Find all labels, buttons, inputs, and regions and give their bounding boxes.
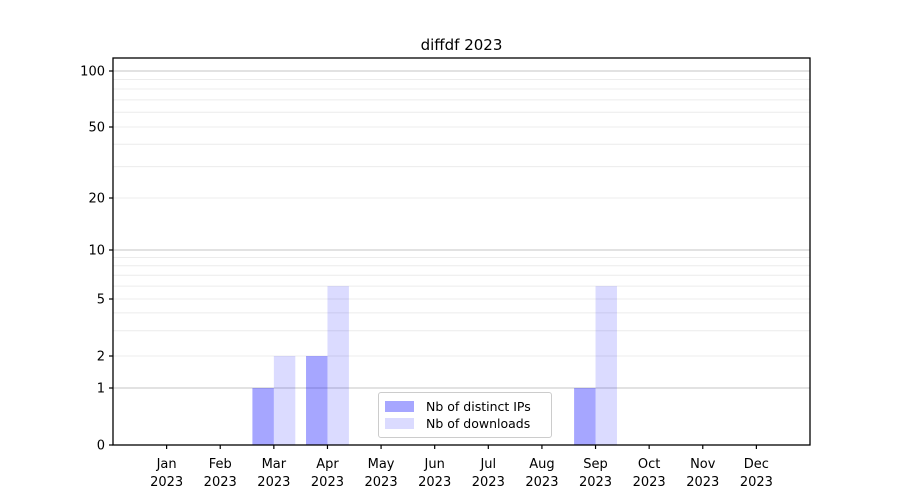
plot-frame [112, 57, 811, 446]
x-tick-label-year: 2023 [365, 475, 398, 490]
y-tick-label: 50 [88, 121, 105, 136]
legend-label-distinct-ips: Nb of distinct IPs [426, 399, 531, 414]
x-tick-label-month: Oct [638, 457, 660, 472]
legend-item-downloads: Nb of downloads [385, 415, 543, 432]
x-tick-label-year: 2023 [579, 475, 612, 490]
legend-item-distinct-ips: Nb of distinct IPs [385, 398, 543, 415]
y-tick-label: 10 [88, 244, 105, 259]
bar-distinct-ips-apr [306, 356, 328, 445]
x-tick-label-month: Dec [744, 457, 769, 472]
x-tick-label-month: May [368, 457, 395, 472]
legend-swatch-downloads [385, 418, 414, 429]
x-tick-label-month: Aug [529, 457, 554, 472]
x-tick-label-year: 2023 [204, 475, 237, 490]
legend-label-downloads: Nb of downloads [426, 416, 531, 431]
y-tick-label: 1 [97, 382, 105, 397]
y-tick-label: 0 [97, 439, 105, 454]
x-tick-label-year: 2023 [257, 475, 290, 490]
bar-downloads-sep [595, 286, 617, 445]
y-tick-label: 100 [80, 65, 105, 80]
x-tick-label-month: Jul [479, 457, 496, 472]
chart-title: diffdf 2023 [420, 36, 503, 54]
x-tick-label-month: Sep [583, 457, 608, 472]
bar-downloads-apr [327, 286, 349, 445]
legend-swatch-distinct-ips [385, 401, 414, 412]
bar-distinct-ips-mar [252, 388, 274, 445]
legend: Nb of distinct IPs Nb of downloads [378, 392, 552, 438]
y-tick-label: 20 [88, 192, 105, 207]
x-tick-label-year: 2023 [311, 475, 344, 490]
x-tick-label-month: Jan [156, 457, 177, 472]
x-tick-label-year: 2023 [150, 475, 183, 490]
y-tick-label: 5 [97, 293, 105, 308]
x-tick-label-month: Apr [316, 457, 339, 472]
y-tick-label: 2 [97, 350, 105, 365]
x-tick-label-month: Jun [424, 457, 445, 472]
x-tick-label-year: 2023 [472, 475, 505, 490]
x-tick-label-year: 2023 [525, 475, 558, 490]
x-tick-label-year: 2023 [418, 475, 451, 490]
x-tick-label-year: 2023 [686, 475, 719, 490]
x-tick-label-month: Mar [262, 457, 287, 472]
x-tick-label-year: 2023 [740, 475, 773, 490]
x-tick-label-year: 2023 [633, 475, 666, 490]
x-tick-label-month: Feb [209, 457, 232, 472]
bar-distinct-ips-sep [574, 388, 596, 445]
bar-downloads-mar [273, 356, 296, 445]
x-tick-label-month: Nov [690, 457, 716, 472]
